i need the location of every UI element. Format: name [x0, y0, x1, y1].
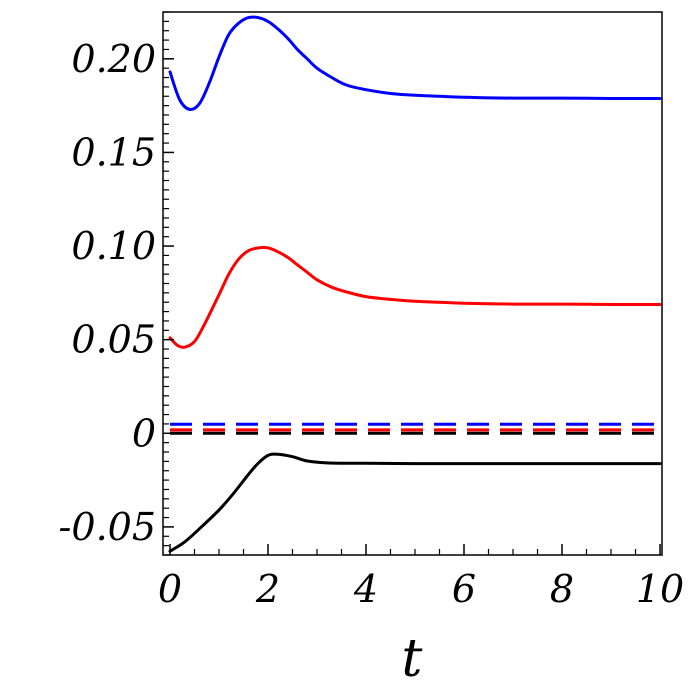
- series-line-3-solid: [168, 452, 662, 553]
- x-tick-label: 10: [636, 567, 684, 611]
- x-tick-label: 0: [158, 567, 182, 611]
- y-tick-label: 0: [132, 411, 156, 455]
- y-tick-label: 0.10: [71, 224, 156, 268]
- y-tick-label: 0.20: [71, 37, 156, 81]
- series-layer: [168, 15, 662, 553]
- y-tick-label: 0.05: [71, 318, 156, 362]
- x-axis-title: t: [402, 629, 423, 689]
- x-tick-label: 6: [452, 567, 476, 611]
- y-tick-label: 0.15: [71, 130, 156, 174]
- y-tick-label: -0.05: [59, 505, 156, 549]
- series-line-1-solid: [168, 15, 662, 112]
- plot-frame: [162, 11, 663, 556]
- series-line-2-solid: [168, 246, 662, 349]
- x-tick-label: 2: [255, 567, 280, 611]
- x-tick-label: 8: [550, 567, 574, 611]
- x-tick-label: 4: [353, 567, 378, 611]
